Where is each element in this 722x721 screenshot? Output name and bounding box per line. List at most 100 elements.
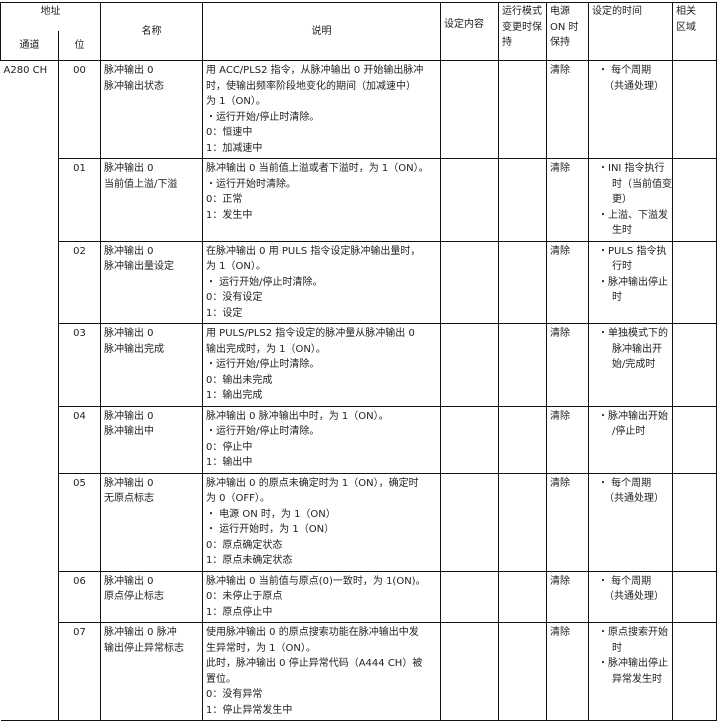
power-on-hold-cell: 清除 (546, 158, 589, 242)
name-cell: 脉冲输出 0 脉冲输出状态 (100, 60, 203, 159)
text-line: 1：停止异常发生中 (206, 704, 293, 716)
setting-cell (440, 60, 499, 159)
text-line: （共通处理） (604, 591, 664, 602)
text-line: 0：停止中 (206, 441, 253, 453)
text-line: ・运行开始/停止时清除。 (206, 111, 320, 123)
header-setting: 设定内容 (440, 2, 499, 61)
text-line: 脉冲输出 0 脉冲输出中时，为 1（ON）。 (206, 410, 389, 422)
power-on-hold-cell: 清除 (546, 323, 589, 407)
text-line: 0：原点确定状态 (206, 539, 283, 551)
header-line: 保持 (550, 37, 570, 48)
run-mode-hold-cell (498, 570, 547, 623)
description-cell: 脉冲输出 0 的原点未确定时为 1（ON），确定时为 0（OFF）。・ 电源 O… (202, 472, 441, 572)
text-line: ・PULS 指令执 (598, 245, 667, 257)
name-cell: 脉冲输出 0 脉冲输出完成 (100, 323, 203, 407)
header-power-on-hold: 电源 ON 时 保持 (546, 2, 589, 61)
description-cell: 使用脉冲输出 0 的原点搜索功能在脉冲输出中发 生异常时，为 1（ON）。此时，脉… (202, 622, 441, 721)
text-line: 时，使输出频率阶段地变化的期间（加减速中） (206, 80, 416, 92)
text-line: 用 PULS/PLS2 指令设定的脉冲量从脉冲输出 0 (206, 328, 415, 339)
table-row: 05 脉冲输出 0 无原点标志 脉冲输出 0 的原点未确定时为 1（ON），确定时为 … (1, 472, 717, 572)
text-line: 为 0（OFF）。 (206, 493, 270, 504)
name-cell: 脉冲输出 0 无原点标志 (100, 472, 203, 572)
text-line: 此时，脉冲输出 0 停止异常代码（A444 CH）被 (206, 658, 423, 669)
run-mode-hold-cell (498, 240, 547, 324)
text-line: 脉冲输出 0 当前值与原点(0)一致时，为 1(ON)。 (206, 575, 426, 587)
text-line: 脉冲输出 0 (104, 328, 154, 339)
text-line: ・ 运行开始时，为 1（ON） (206, 524, 335, 535)
text-line: 1：原点未确定状态 (206, 555, 293, 566)
setting-cell (440, 323, 499, 407)
text-line: 使用脉冲输出 0 的原点搜索功能在脉冲输出中发 (206, 627, 419, 638)
description-cell: 脉冲输出 0 当前值上溢或者下溢时，为 1（ON）。 ・运行开始时清除。 0：正常 1… (202, 158, 441, 242)
table-row: 02 脉冲输出 0 脉冲输出量设定 在脉冲输出 0 用 PULS 指令设定脉冲输出量时… (1, 240, 717, 324)
text-line: 1：原点停止中 (206, 606, 273, 618)
text-line: 脉冲输出中 (104, 426, 154, 437)
bit-cell: 00 (58, 60, 101, 159)
text-line: ・脉冲输出开始 (598, 410, 668, 422)
related-area-cell (672, 240, 717, 324)
table-row: 06 脉冲输出 0 原点停止标志 脉冲输出 0 当前值与原点(0)一致时，为 1(ON… (1, 570, 717, 623)
bit-cell: 01 (58, 158, 101, 242)
run-mode-hold-cell (498, 405, 547, 474)
header-bit: 位 (58, 30, 101, 61)
header-run-mode-hold: 运行模式 变更时保 持 (498, 2, 547, 61)
text-line: 0：没有设定 (206, 292, 263, 303)
set-timing-cell: ・脉冲输出开始/停止时 (588, 405, 673, 474)
description-cell: 脉冲输出 0 当前值与原点(0)一致时，为 1(ON)。 0：未停止于原点 1：原点… (202, 570, 441, 623)
text-line: ・上溢、下溢发 (598, 209, 668, 221)
set-timing-cell: ・ 每个周期 （共通处理） (588, 472, 673, 572)
name-cell: 脉冲输出 0 原点停止标志 (100, 570, 203, 623)
header-set-timing: 设定的时间 (588, 2, 673, 61)
text-line: ・脉冲输出停止 (598, 276, 668, 288)
text-line: 更） (612, 194, 632, 205)
text-line: ・ 运行开始/停止时清除。 (206, 276, 323, 288)
text-line: ・单独模式下的 (598, 328, 668, 339)
header-address: 地址 (0, 2, 101, 31)
text-line: ・运行开始/停止时清除。 (206, 426, 320, 437)
run-mode-hold-cell (498, 60, 547, 159)
related-area-cell (672, 472, 717, 572)
text-line: 0：未停止于原点 (206, 591, 283, 602)
text-line: 脉冲输出量设定 (104, 261, 174, 272)
run-mode-hold-cell (498, 622, 547, 721)
header-line: 持 (502, 37, 512, 48)
setting-cell (440, 240, 499, 324)
bit-cell: 04 (58, 405, 101, 474)
text-line: 1：发生中 (206, 209, 253, 221)
power-on-hold-cell: 清除 (546, 472, 589, 572)
text-line: 在脉冲输出 0 用 PULS 指令设定脉冲输出量时， (206, 245, 421, 257)
text-line: 时（当前值变 (612, 178, 672, 190)
set-timing-cell: ・ 每个周期 （共通处理） (588, 570, 673, 623)
table-row: 03 脉冲输出 0 脉冲输出完成 用 PULS/PLS2 指令设定的脉冲量从脉冲输出 … (1, 323, 717, 407)
text-line: 脉冲输出 0 脉冲 (104, 627, 177, 638)
related-area-cell (672, 323, 717, 407)
text-line: 脉冲输出 0 (104, 575, 154, 587)
text-line: 脉冲输出开 (612, 343, 662, 355)
text-line: 生异常时，为 1（ON）。 (206, 642, 316, 654)
run-mode-hold-cell (498, 158, 547, 242)
text-line: 1：输出中 (206, 457, 253, 468)
text-line: 行时 (612, 261, 632, 272)
text-line: 时 (612, 292, 622, 303)
header-channel: 通道 (0, 30, 59, 61)
name-cell: 脉冲输出 0 脉冲 输出停止异常标志 (100, 622, 203, 721)
text-line: 脉冲输出 0 的原点未确定时为 1（ON），确定时 (206, 477, 419, 489)
text-line: 用 ACC/PLS2 指令，从脉冲输出 0 开始输出脉冲 (206, 65, 424, 76)
text-line: 时 (612, 642, 622, 654)
setting-cell (440, 158, 499, 242)
related-area-cell (672, 570, 717, 623)
text-line: 0：恒速中 (206, 127, 253, 138)
text-line: ・运行开始/停止时清除。 (206, 359, 320, 370)
bit-cell: 07 (58, 622, 101, 721)
name-cell: 脉冲输出 0 脉冲输出量设定 (100, 240, 203, 324)
text-line: 0：正常 (206, 194, 243, 205)
text-line: 脉冲输出 0 当前值上溢或者下溢时，为 1（ON）。 (206, 163, 429, 174)
text-line: ・ 每个周期 (598, 575, 652, 587)
text-line: （共通处理） (604, 80, 664, 92)
table-row: 01 脉冲输出 0 当前值上溢/下溢 脉冲输出 0 当前值上溢或者下溢时，为 1（ON… (1, 158, 717, 242)
text-line: 原点停止标志 (104, 591, 164, 602)
text-line: 无原点标志 (104, 493, 154, 504)
text-line: ・ 每个周期 (598, 477, 652, 489)
run-mode-hold-cell (498, 323, 547, 407)
